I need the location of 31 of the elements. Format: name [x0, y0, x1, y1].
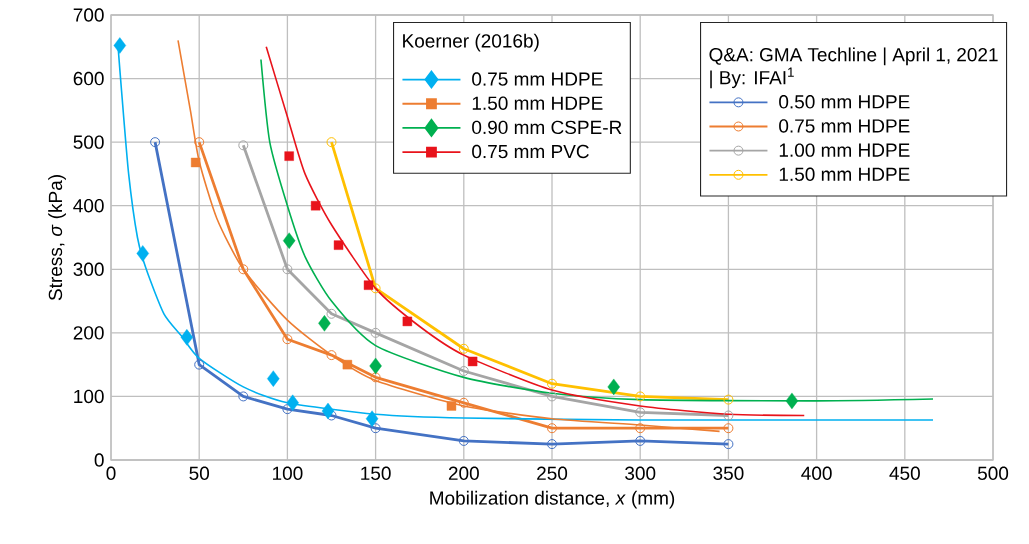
legend-label: 1.50 mm HDPE [779, 167, 910, 181]
x-axis-title: Mobilization distance, x (mm) [430, 490, 675, 509]
legend-label: 0.75 mm HDPE [472, 72, 603, 86]
x-tick-label: 450 [889, 466, 920, 480]
annotation: Q&A: GMA Techline | April 1, 2021 | By: IFAI$^{1}$ [709, 47, 998, 89]
legend-label: 0.90 mm CSPE-R [472, 120, 622, 135]
x-tick-label: 0 [106, 466, 116, 480]
y-tick-label: 300 [73, 262, 104, 277]
y-tick-label: 400 [73, 198, 104, 213]
legend-title: Koerner (2016b) [403, 33, 539, 52]
x-tick-label: 100 [273, 466, 303, 480]
y-tick-label: 500 [73, 135, 104, 149]
legend-label: 1.50 mm HDPE [472, 96, 603, 110]
legend-label: 0.75 mm HDPE [779, 119, 910, 133]
y-tick-label: 700 [73, 8, 104, 22]
x-tick-label: 150 [361, 466, 391, 480]
x-tick-label: 300 [625, 466, 656, 480]
y-tick-label: 600 [73, 71, 104, 86]
x-tick-label: 350 [713, 466, 744, 480]
y-tick-label: 200 [73, 326, 104, 340]
legend-label: 0.75 mm PVC [472, 144, 589, 159]
y-tick-label: 100 [74, 389, 104, 404]
y-axis-title: Stress, σ (kPa) [48, 175, 66, 301]
legend-label: 0.50 mm HDPE [779, 95, 910, 109]
x-tick-label: 250 [537, 466, 568, 480]
x-tick-label: 400 [801, 466, 832, 480]
legend-label: 1.00 mm HDPE [779, 143, 910, 157]
y-tick-label: 0 [94, 453, 104, 467]
x-tick-label: 50 [189, 466, 210, 480]
x-tick-label: 200 [448, 466, 479, 480]
x-tick-label: 500 [977, 466, 1009, 480]
